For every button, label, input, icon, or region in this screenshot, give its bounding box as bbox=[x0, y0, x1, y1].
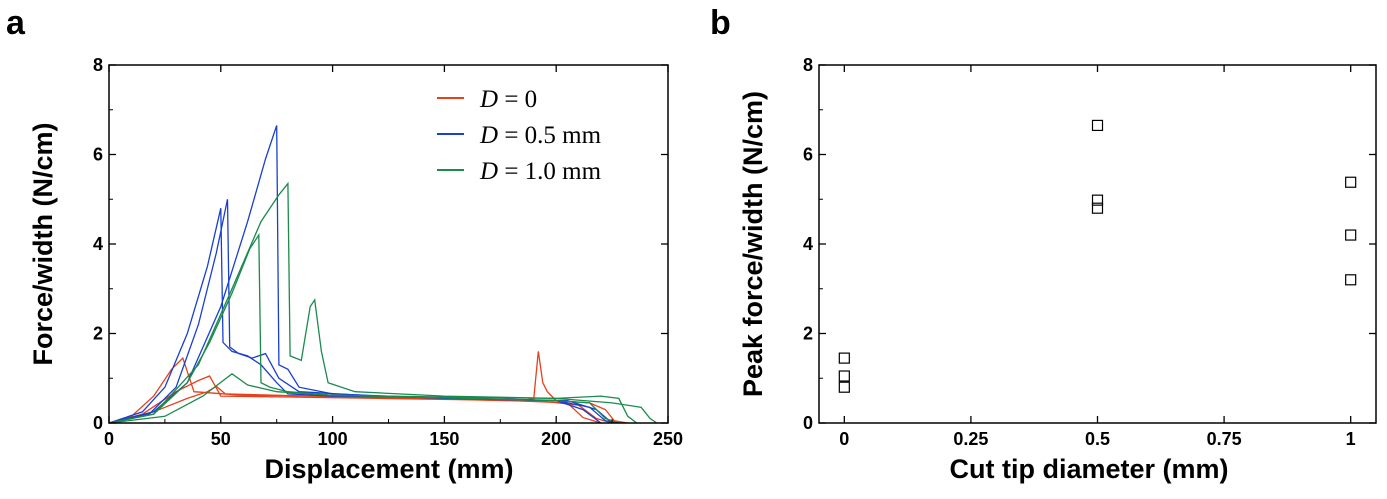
y-tick-label: 0 bbox=[803, 413, 813, 433]
panel-b-plot-frame bbox=[818, 64, 1377, 424]
x-tick-label: 0.75 bbox=[1207, 429, 1242, 449]
series-2-run-1-line bbox=[108, 208, 619, 424]
x-tick-label: 50 bbox=[211, 429, 231, 449]
x-tick-label: 0.25 bbox=[953, 429, 988, 449]
legend-value: = 0.5 mm bbox=[498, 122, 602, 149]
y-tick-label: 8 bbox=[93, 55, 103, 75]
panel-b: b 0 0.25 0.5 0.75 1 0 2 4 6 8 Cut tip diameter (m… bbox=[710, 4, 1377, 484]
legend-value: = 0 bbox=[498, 86, 537, 113]
scatter-point bbox=[1345, 229, 1357, 241]
legend-variable: D bbox=[479, 86, 498, 113]
x-tick-label: 150 bbox=[429, 429, 459, 449]
y-tick-label: 8 bbox=[803, 55, 813, 75]
scatter-point bbox=[838, 381, 850, 393]
legend-variable: D bbox=[479, 122, 498, 149]
scatter-point bbox=[838, 370, 850, 382]
x-tick-label: 250 bbox=[653, 429, 683, 449]
y-tick-label: 2 bbox=[93, 324, 103, 344]
legend-variable: D bbox=[479, 158, 498, 185]
panel-b-ticks: 0 0.25 0.5 0.75 1 0 2 4 6 8 bbox=[803, 55, 1376, 449]
x-tick-label: 100 bbox=[318, 429, 348, 449]
panel-a: a 0 50 100 150 200 250 0 2 4 6 8 Displacement (mm)… bbox=[6, 4, 683, 484]
x-tick-label: 200 bbox=[541, 429, 571, 449]
panel-b-y-axis-title: Peak force/width (N/cm) bbox=[738, 91, 768, 397]
y-tick-label: 0 bbox=[93, 413, 103, 433]
panel-a-x-axis-title: Displacement (mm) bbox=[264, 454, 513, 484]
panel-a-letter: a bbox=[6, 4, 26, 42]
scatter-point bbox=[1091, 202, 1104, 214]
scatter-point bbox=[1091, 194, 1104, 206]
legend-label-1: D = 0 bbox=[479, 86, 537, 113]
panel-a-y-axis-title: Force/width (N/cm) bbox=[28, 122, 58, 365]
panel-b-letter: b bbox=[710, 4, 731, 42]
y-tick-label: 4 bbox=[803, 234, 813, 254]
series-2-run-2-line bbox=[108, 199, 613, 424]
panel-a-legend: D = 0D = 0.5 mmD = 1.0 mm bbox=[437, 86, 602, 185]
scatter-point bbox=[838, 352, 850, 364]
y-tick-label: 2 bbox=[803, 324, 813, 344]
scatter-point bbox=[1091, 119, 1104, 132]
scatter-point bbox=[1345, 176, 1357, 188]
y-tick-label: 4 bbox=[93, 234, 103, 254]
series-1-run-1-line bbox=[108, 351, 628, 424]
series-3-run-2-line bbox=[108, 181, 638, 424]
x-tick-label: 0.5 bbox=[1085, 429, 1110, 449]
x-tick-label: 0 bbox=[104, 429, 114, 449]
legend-label-2: D = 0.5 mm bbox=[479, 122, 602, 149]
y-tick-label: 6 bbox=[93, 145, 103, 165]
x-tick-label: 1 bbox=[1346, 429, 1356, 449]
y-tick-label: 6 bbox=[803, 145, 813, 165]
series-3-run-3-line bbox=[108, 372, 620, 424]
panel-b-scatter-points bbox=[838, 119, 1357, 393]
series-3-run-1-line bbox=[108, 232, 658, 424]
legend-value: = 1.0 mm bbox=[498, 158, 602, 185]
panel-b-x-axis-title: Cut tip diameter (mm) bbox=[949, 454, 1228, 484]
scatter-point bbox=[1345, 274, 1357, 286]
panel-a-plot-lines bbox=[108, 125, 658, 424]
x-tick-label: 0 bbox=[839, 429, 849, 449]
panel-a-ticks: 0 50 100 150 200 250 0 2 4 6 8 bbox=[93, 55, 683, 449]
legend-label-3: D = 1.0 mm bbox=[479, 158, 602, 185]
